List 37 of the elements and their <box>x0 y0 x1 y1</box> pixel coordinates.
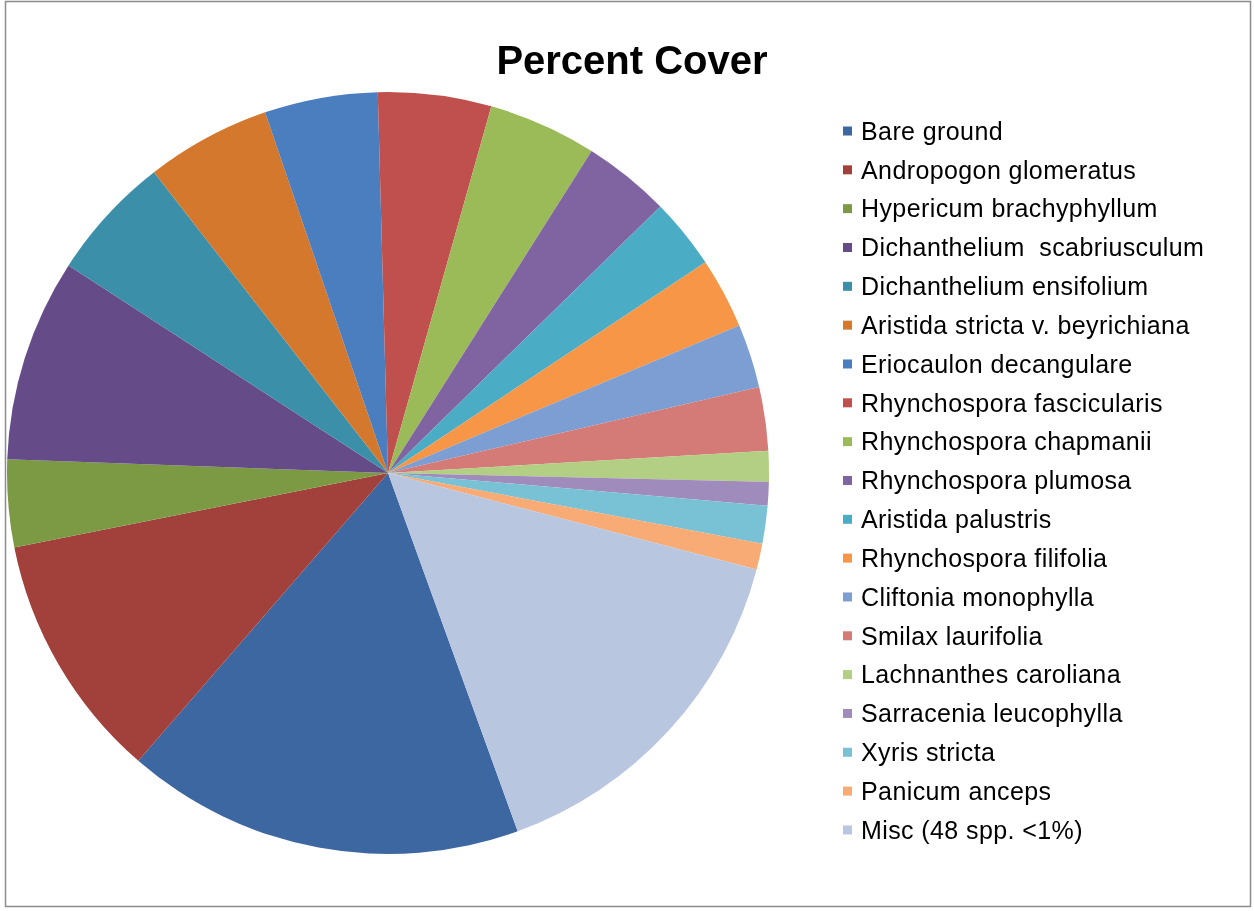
pie-slice <box>7 459 388 548</box>
legend-label: Rhynchospora filifolia <box>861 543 1108 572</box>
pie-slice <box>14 473 388 761</box>
pie-slice <box>388 386 769 473</box>
legend-label: Sarracenia leucophylla <box>861 699 1123 728</box>
pie-slice <box>138 473 518 854</box>
chart-title: Percent Cover <box>496 38 768 82</box>
legend-label: Eriocaulon decangulare <box>861 349 1133 378</box>
legend-label: Dichanthelium scabriusculum <box>861 233 1205 262</box>
legend-label: Rhynchospora fascicularis <box>861 388 1163 417</box>
pie-slice <box>388 325 760 473</box>
pie-slice <box>388 262 740 473</box>
legend-label: Xyris stricta <box>861 738 996 767</box>
legend-label: Rhynchospora chapmanii <box>861 427 1152 456</box>
pie-slice <box>7 265 388 473</box>
legend-label: Hypericum brachyphyllum <box>861 194 1158 223</box>
legend-label: Rhynchospora plumosa <box>861 466 1132 495</box>
pie-slice <box>388 473 768 544</box>
pie-slice <box>153 112 388 473</box>
legend-label: Dichanthelium ensifolium <box>861 272 1149 301</box>
legend-label: Bare ground <box>861 116 1003 145</box>
pie-slice <box>388 473 757 832</box>
legend-label: Aristida stricta v. beyrichiana <box>861 310 1190 339</box>
legend-label: Andropogon glomeratus <box>861 155 1137 184</box>
pie-slice <box>388 106 592 473</box>
legend-label: Misc (48 spp. <1%) <box>861 815 1083 844</box>
legend-label: Aristida palustris <box>861 505 1052 534</box>
legend-label: Lachnanthes caroliana <box>861 660 1121 689</box>
legend-label: Panicum anceps <box>861 776 1052 805</box>
pie-slice <box>68 172 388 473</box>
pie-slice <box>265 92 388 473</box>
legend-label: Cliftonia monophylla <box>861 582 1095 611</box>
pie-slice <box>388 206 706 473</box>
pie-slice <box>388 150 661 473</box>
pie-slice <box>388 473 763 570</box>
legend-label: Smilax laurifolia <box>861 621 1043 650</box>
pie-slice <box>377 92 492 473</box>
